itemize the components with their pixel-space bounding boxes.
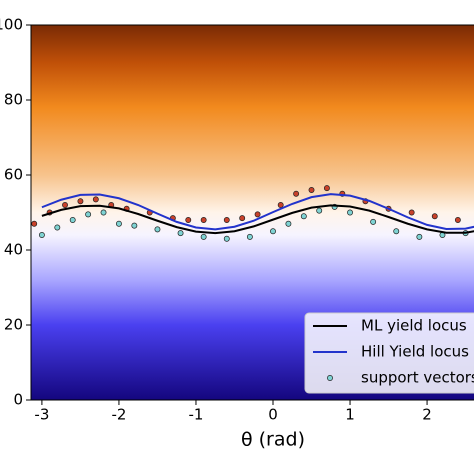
support-vector <box>316 207 323 214</box>
support-vector <box>454 217 461 223</box>
support-vector <box>431 213 438 220</box>
support-vector <box>277 202 284 208</box>
support-vector <box>69 217 76 223</box>
y-tick-label: 60 <box>4 166 23 184</box>
support-vector <box>323 185 330 192</box>
y-tick-label: 80 <box>4 91 23 109</box>
support-vector <box>254 211 261 218</box>
support-vector <box>62 202 68 208</box>
y-tick-label: 100 <box>0 16 23 34</box>
support-vector <box>293 190 300 197</box>
legend-box <box>304 312 474 394</box>
x-tick-label: 2 <box>422 406 432 424</box>
y-tick-label: 20 <box>4 316 23 334</box>
legend-label: support vectors <box>361 369 474 387</box>
x-tick-label: -1 <box>188 406 203 424</box>
support-vector <box>100 209 107 216</box>
support-vector <box>115 220 122 227</box>
support-vector <box>185 217 192 223</box>
x-tick-label: -2 <box>111 406 126 424</box>
support-vector <box>370 218 377 225</box>
y-tick-label: 0 <box>13 391 23 409</box>
support-vector <box>200 217 207 223</box>
support-vector <box>154 226 161 233</box>
x-tick-label: 0 <box>268 406 278 424</box>
support-vector <box>223 235 230 242</box>
support-vector <box>85 211 92 218</box>
x-axis-label: θ (rad) <box>241 429 305 451</box>
legend-swatch <box>327 375 333 381</box>
support-vector <box>92 196 99 203</box>
locus-line <box>41 204 474 235</box>
support-vector <box>54 224 61 231</box>
support-vector <box>308 187 315 193</box>
support-vector <box>416 233 423 240</box>
support-vector <box>246 233 253 240</box>
support-vector <box>223 217 230 223</box>
support-vector <box>131 222 138 229</box>
support-vector <box>31 220 38 227</box>
support-vector <box>239 215 246 222</box>
support-vector <box>300 213 307 220</box>
support-vector <box>177 230 184 237</box>
support-vector <box>200 233 207 240</box>
support-vector <box>408 209 415 216</box>
support-vector <box>270 228 276 235</box>
legend-label: Hill Yield locus <box>361 343 469 361</box>
support-vector <box>77 198 84 205</box>
legend-label: ML yield locus <box>361 317 467 335</box>
support-vector <box>38 232 45 238</box>
locus-line <box>41 193 474 231</box>
x-tick-label: -3 <box>34 406 49 424</box>
support-vector <box>347 209 353 216</box>
support-vector <box>393 228 400 235</box>
support-vector <box>285 220 292 227</box>
x-tick-label: 1 <box>345 406 355 424</box>
y-tick-label: 40 <box>4 241 23 259</box>
